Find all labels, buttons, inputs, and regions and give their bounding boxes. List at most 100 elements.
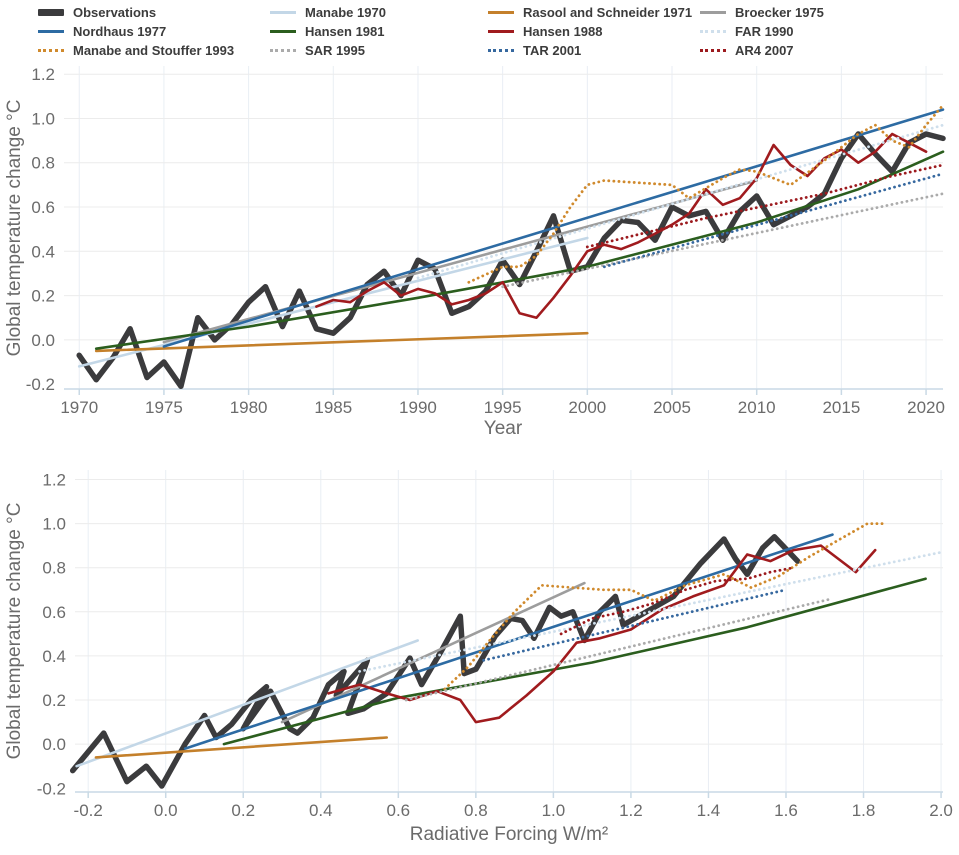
x-tick-label: 1.0: [542, 801, 566, 820]
x-tick-label: 2010: [738, 398, 776, 417]
legend-label: AR4 2007: [735, 43, 794, 58]
y-tick-label: 0.8: [31, 154, 55, 173]
series-manabe-1970: [77, 236, 589, 368]
series-sar-1995: [404, 597, 834, 702]
legend-item-far-1990: FAR 1990: [700, 24, 794, 39]
series-rasool-and-schneider-1971: [94, 331, 589, 353]
x-axis-title: Radiative Forcing W/m²: [410, 824, 609, 845]
y-tick-label: 1.0: [42, 515, 66, 534]
legend-item-observations: Observations: [38, 5, 156, 20]
legend-label: FAR 1990: [735, 24, 794, 39]
series-manabe-and-stouffer-1993: [443, 522, 889, 691]
legend-label: Hansen 1988: [523, 24, 603, 39]
legend-item-hansen-1988: Hansen 1988: [488, 24, 603, 39]
legend-item-hansen-1981: Hansen 1981: [270, 24, 385, 39]
series-sar-1995: [501, 192, 945, 289]
y-tick-label: 0.2: [31, 287, 55, 306]
x-tick-label: 0.2: [231, 801, 255, 820]
y-axis-title: Global temperature change °C: [4, 503, 25, 760]
legend-label: TAR 2001: [523, 43, 582, 58]
x-tick-label: 2000: [568, 398, 606, 417]
series-nordhaus-1977: [162, 108, 945, 348]
series-hansen-1981: [94, 150, 945, 351]
y-tick-label: 0.0: [31, 331, 55, 350]
tar-2001-swatch-icon: [488, 49, 514, 52]
rasool-and-schneider-1971-swatch-icon: [488, 11, 514, 14]
legend-label: Nordhaus 1977: [73, 24, 167, 39]
x-tick-label: 1970: [60, 398, 98, 417]
series-far-1990: [416, 123, 945, 280]
hansen-1981-swatch-icon: [270, 30, 296, 33]
x-tick-label: 2015: [822, 398, 860, 417]
series-hansen-1988: [327, 544, 877, 724]
x-tick-label: 2020: [907, 398, 945, 417]
legend-item-sar-1995: SAR 1995: [270, 43, 365, 58]
legend-item-manabe-and-stouffer-1993: Manabe and Stouffer 1993: [38, 43, 234, 58]
legend-label: Hansen 1981: [305, 24, 385, 39]
legend-label: Rasool and Schneider 1971: [523, 5, 693, 20]
legend-label: Broecker 1975: [735, 5, 824, 20]
legend-item-nordhaus-1977: Nordhaus 1977: [38, 24, 166, 39]
y-tick-label: -0.2: [26, 375, 55, 394]
series-observations: [69, 534, 801, 789]
x-tick-label: 1.8: [852, 801, 876, 820]
legend-item-broecker-1975: Broecker 1975: [700, 5, 824, 20]
series-far-1990: [358, 550, 943, 673]
nordhaus-1977-swatch-icon: [38, 30, 64, 33]
legend-label: SAR 1995: [305, 43, 365, 58]
x-tick-label: 2005: [653, 398, 691, 417]
legend-item-ar4-2007: AR4 2007: [700, 43, 794, 58]
series-manabe-and-stouffer-1993: [467, 103, 945, 284]
series-hansen-1988: [315, 132, 928, 320]
legend-label: Observations: [73, 5, 157, 20]
x-tick-label: 1.4: [697, 801, 721, 820]
hansen-1988-swatch-icon: [488, 30, 514, 33]
y-tick-label: 1.0: [31, 109, 55, 128]
x-tick-label: 2.0: [929, 801, 953, 820]
x-tick-label: 1980: [230, 398, 268, 417]
y-tick-label: 0.2: [42, 691, 66, 710]
x-axis-title: Year: [484, 418, 523, 439]
y-tick-label: 1.2: [31, 65, 55, 84]
legend-item-rasool-and-schneider-1971: Rasool and Schneider 1971: [488, 5, 692, 20]
x-tick-label: -0.2: [74, 801, 103, 820]
x-tick-label: 1985: [314, 398, 352, 417]
x-tick-label: 0.0: [154, 801, 178, 820]
observations-swatch-icon: [38, 9, 64, 16]
x-tick-label: 1.6: [774, 801, 798, 820]
x-tick-label: 1990: [399, 398, 437, 417]
y-tick-label: 0.6: [42, 603, 66, 622]
series-manabe-1970: [75, 639, 420, 768]
far-1990-swatch-icon: [700, 30, 726, 33]
y-axis-title: Global temperature change °C: [4, 100, 25, 357]
manabe-1970-swatch-icon: [270, 11, 296, 14]
legend-label: Manabe 1970: [305, 5, 386, 20]
y-tick-label: 0.6: [31, 198, 55, 217]
x-tick-label: 0.4: [309, 801, 333, 820]
y-tick-label: 0.4: [42, 647, 66, 666]
broecker-1975-swatch-icon: [700, 11, 726, 14]
y-tick-label: 1.2: [42, 470, 66, 489]
sar-1995-swatch-icon: [270, 49, 296, 52]
y-tick-label: 0.0: [42, 735, 66, 754]
x-tick-label: 1975: [145, 398, 183, 417]
series-ar4-2007: [559, 566, 796, 636]
legend-label: Manabe and Stouffer 1993: [73, 43, 235, 58]
x-tick-label: 1.2: [619, 801, 643, 820]
legend-item-manabe-1970: Manabe 1970: [270, 5, 386, 20]
legend-item-tar-2001: TAR 2001: [488, 43, 581, 58]
y-tick-label: -0.2: [37, 779, 66, 798]
x-tick-label: 1995: [484, 398, 522, 417]
y-tick-label: 0.4: [31, 242, 55, 261]
x-tick-label: 0.8: [464, 801, 488, 820]
manabe-and-stouffer-1993-swatch-icon: [38, 49, 64, 52]
series-observations: [76, 131, 946, 390]
legend: Observations Manabe 1970 Rasool and Schnei…: [0, 0, 959, 62]
series-hansen-1981: [222, 577, 927, 746]
series-rasool-and-schneider-1971: [94, 736, 389, 759]
series-tar-2001: [482, 588, 788, 662]
y-tick-label: 0.8: [42, 559, 66, 578]
chart-2: -0.2 0.0 0.2 0.4 0.6 0.8 1.0 1.2 1.4 1.6 1.8 2.0 1.2…: [4, 470, 953, 845]
